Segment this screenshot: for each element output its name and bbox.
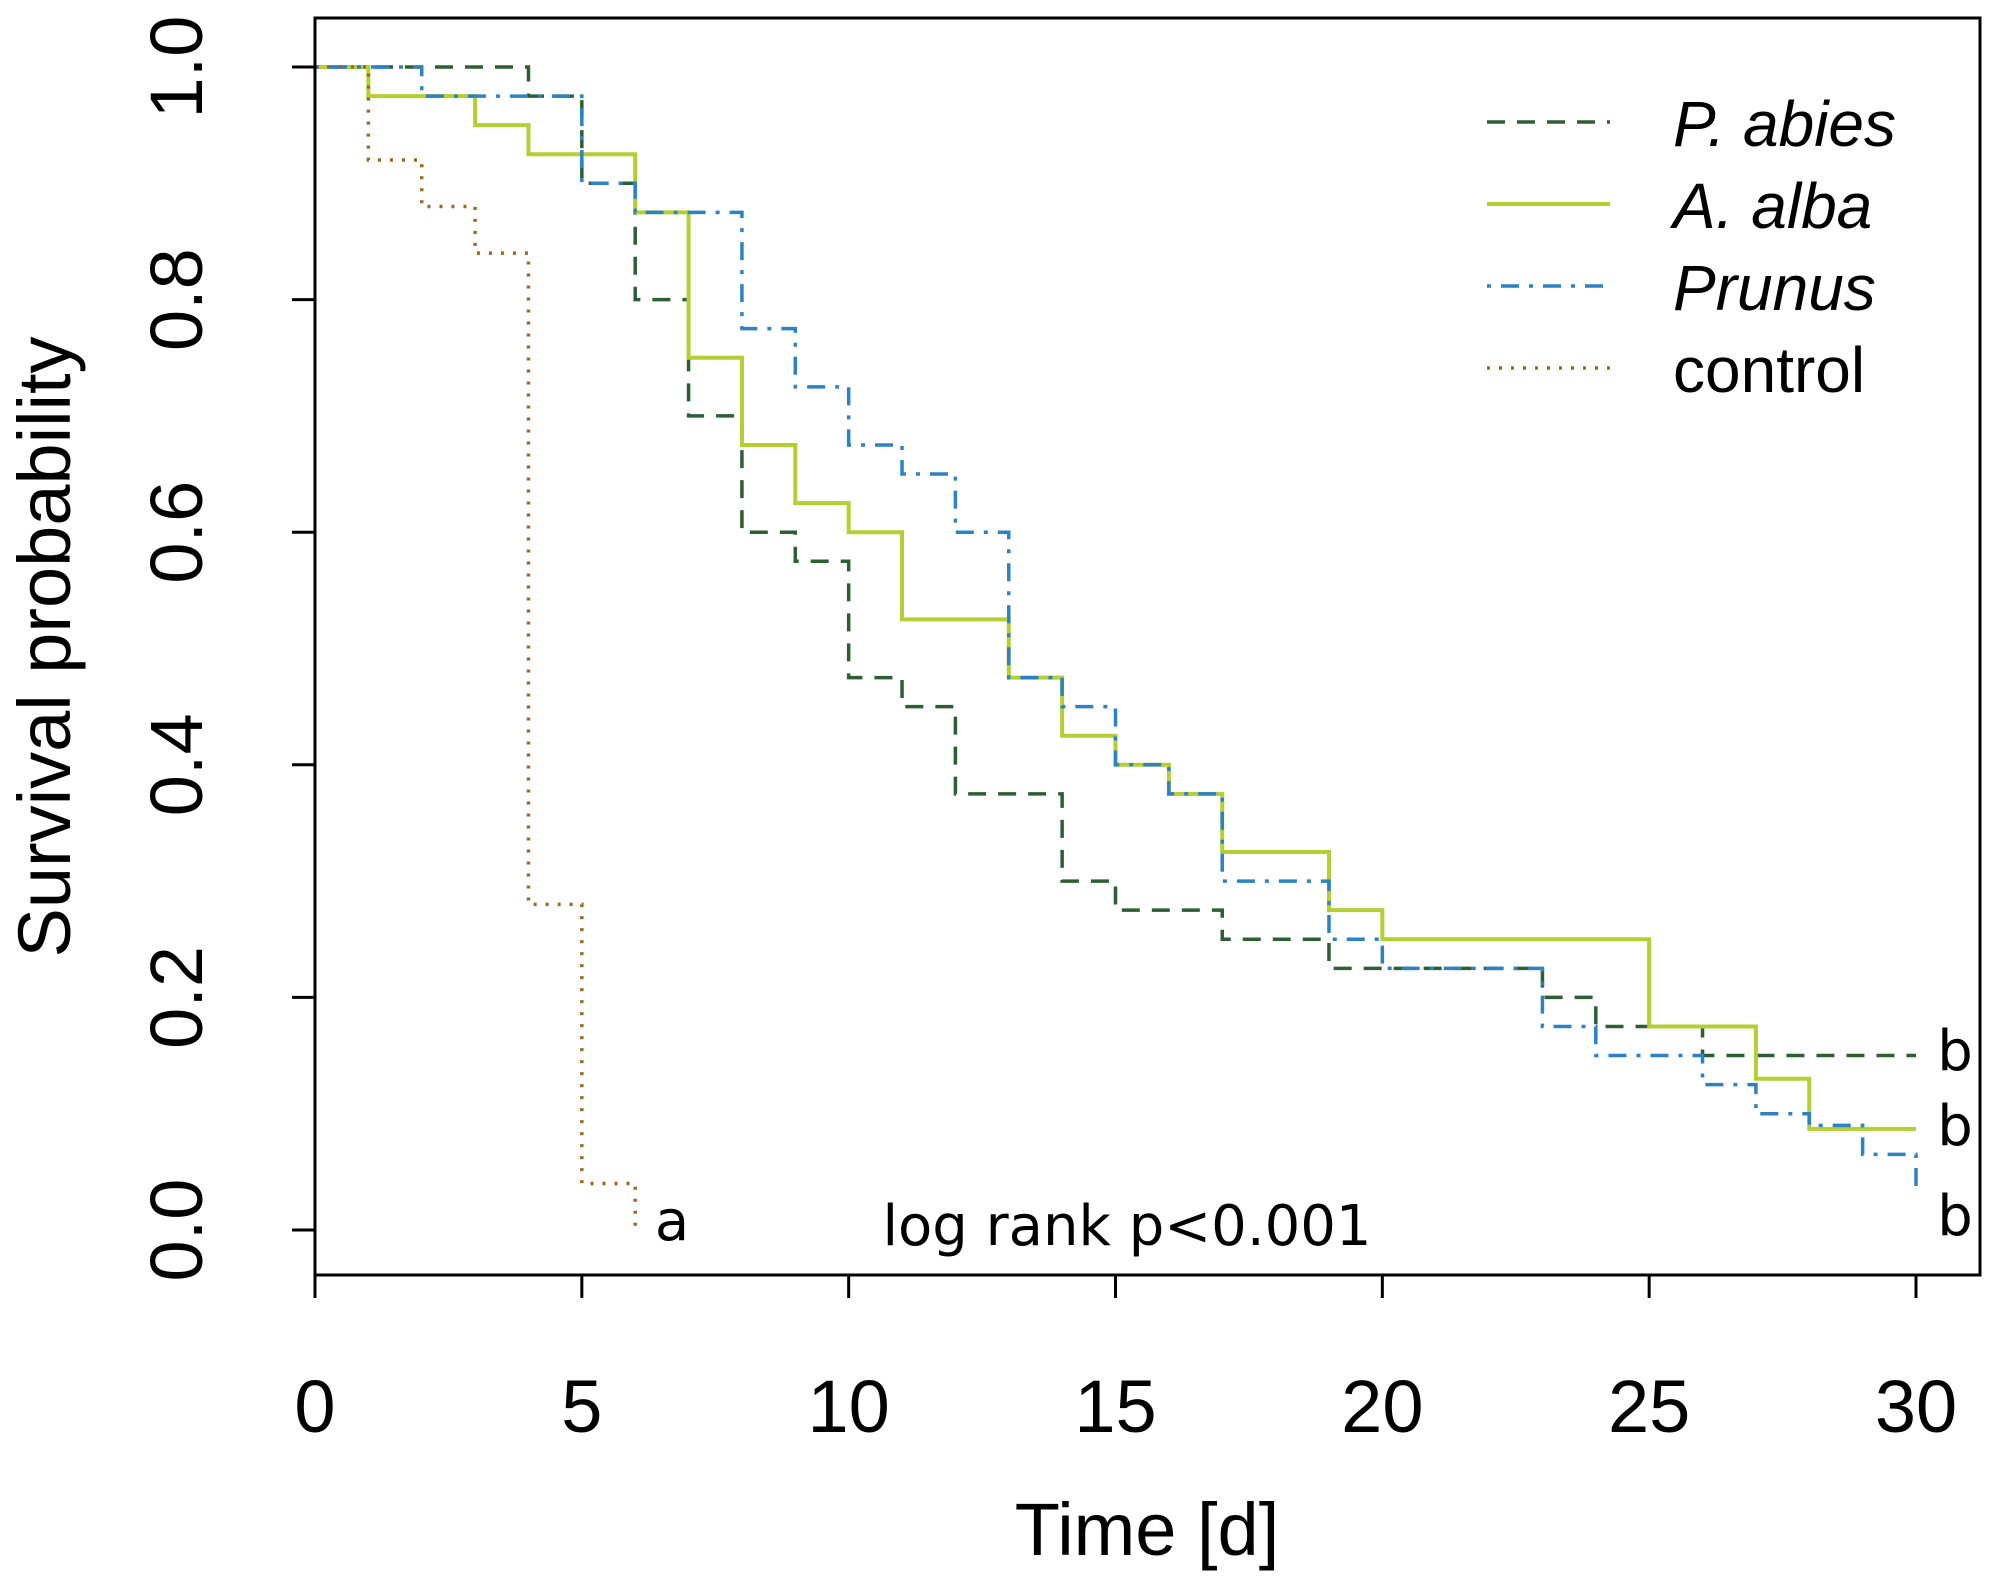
x-tick-label: 10: [808, 1365, 890, 1448]
legend-label: A. alba: [1669, 170, 1872, 242]
x-axis: 0 5 10 15 20 25 30: [294, 1273, 1957, 1448]
legend-item-a-alba: A. alba: [1487, 170, 1872, 242]
y-tick-label: 1.0: [135, 16, 218, 119]
group-label-p-abies: b: [1937, 1019, 1973, 1084]
x-tick-label: 30: [1875, 1365, 1957, 1448]
legend-item-p-abies: P. abies: [1487, 88, 1896, 160]
legend-label: P. abies: [1673, 88, 1896, 160]
y-axis-label: Survival probability: [3, 336, 86, 957]
group-label-control: a: [655, 1189, 689, 1254]
legend: P. abies A. alba Prunus control: [1487, 88, 1896, 406]
y-tick-label: 0.4: [135, 713, 218, 816]
series-line-control: [315, 65, 637, 1230]
y-axis: 0.0 0.2 0.4 0.6 0.8 1.0: [135, 16, 317, 1282]
y-tick-label: 0.8: [135, 248, 218, 351]
y-tick-label: 0.0: [135, 1179, 218, 1282]
x-axis-label: Time [d]: [1015, 1488, 1280, 1571]
legend-item-prunus: Prunus: [1487, 252, 1876, 324]
group-label-prunus: b: [1937, 1184, 1973, 1249]
legend-item-control: control: [1487, 334, 1865, 406]
x-tick-label: 25: [1608, 1365, 1690, 1448]
y-tick-label: 0.2: [135, 946, 218, 1049]
series-layer: [315, 65, 1918, 1230]
group-label-a-alba: b: [1937, 1094, 1973, 1159]
y-tick-label: 0.6: [135, 481, 218, 584]
legend-label: Prunus: [1673, 252, 1876, 324]
x-tick-label: 20: [1341, 1365, 1423, 1448]
x-tick-label: 0: [294, 1365, 335, 1448]
x-tick-label: 5: [561, 1365, 602, 1448]
x-tick-label: 15: [1074, 1365, 1156, 1448]
legend-label: control: [1673, 334, 1865, 406]
log-rank-annotation: log rank p<0.001: [882, 1194, 1371, 1259]
